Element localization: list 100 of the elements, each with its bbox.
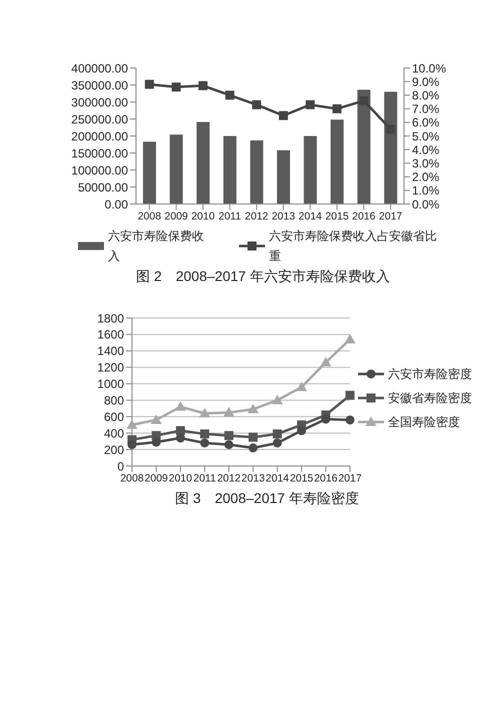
bar: [170, 134, 183, 204]
legend-label: 六安市寿险密度: [388, 366, 472, 383]
point: [225, 90, 234, 100]
point: [306, 100, 315, 110]
y-tick-label: 1200: [97, 360, 124, 375]
y-tick-label: 0.00: [104, 197, 128, 212]
legend-label: 六安市寿险保费收入: [108, 228, 205, 265]
point: [223, 407, 234, 417]
point: [126, 419, 138, 429]
point: [248, 432, 258, 442]
y2-tick-label: 1.0%: [412, 184, 440, 198]
text: 图 3 2008–2017 年寿险密度: [174, 490, 360, 508]
x-tick-label: 2017: [378, 210, 402, 222]
y2-tick-label: 0.0%: [412, 197, 440, 212]
point: [176, 434, 185, 443]
y-tick-label: 1600: [97, 328, 124, 342]
point: [176, 426, 185, 436]
point: [321, 414, 330, 424]
x-tick-label: 2008: [120, 472, 144, 484]
point: [200, 429, 210, 438]
y-tick-label: 1000: [97, 377, 124, 392]
x-tick-label: 2016: [352, 210, 376, 222]
y-tick-label: 250000.00: [71, 112, 128, 126]
x-tick-label: 2017: [338, 472, 362, 484]
x-tick-label: 2014: [266, 472, 290, 484]
x-tick-label: 2013: [272, 210, 296, 222]
point: [248, 404, 259, 414]
y-tick-label: 600: [104, 410, 124, 424]
y2-tick-label: 2.0%: [412, 170, 440, 184]
point: [320, 356, 332, 366]
y-tick-label: 1400: [97, 344, 124, 358]
y2-tick-label: 10.0%: [412, 61, 446, 76]
bar: [196, 122, 210, 204]
point: [272, 429, 282, 438]
point: [272, 394, 283, 404]
y-tick-label: 0: [117, 459, 124, 474]
point: [252, 100, 262, 110]
point: [152, 438, 161, 447]
point: [224, 440, 234, 450]
y-tick-label: 50000.00: [78, 180, 128, 194]
point: [199, 408, 210, 418]
point: [359, 96, 368, 106]
x-tick-label: 2016: [314, 472, 338, 484]
bar: [277, 150, 290, 204]
bar: [384, 92, 398, 204]
x-tick-label: 2011: [218, 210, 242, 222]
bar: [357, 90, 370, 204]
y2-tick-label: 4.0%: [412, 142, 440, 157]
y2-tick-label: 3.0%: [412, 156, 440, 170]
legend-label: 安徽省寿险密度: [388, 390, 472, 407]
y2-tick-label: 6.0%: [412, 116, 440, 130]
point: [128, 440, 136, 450]
x-tick-label: 2010: [168, 472, 192, 484]
point: [297, 426, 306, 436]
y2-tick-label: 7.0%: [412, 102, 440, 116]
y-tick-label: 1800: [97, 311, 124, 326]
point: [224, 431, 234, 440]
y-tick-label: 200000.00: [71, 129, 128, 144]
x-tick-label: 2015: [290, 472, 314, 484]
legend-label: 六安市寿险保费收入占安徽省比重: [269, 228, 438, 265]
y-tick-label: 400: [104, 426, 124, 440]
point: [150, 414, 162, 424]
bar: [223, 136, 236, 204]
y2-tick-label: 9.0%: [412, 74, 440, 89]
y2-tick-label: 5.0%: [412, 129, 440, 144]
point: [248, 443, 258, 452]
y-tick-label: 300000.00: [71, 95, 128, 110]
point: [278, 111, 288, 120]
point: [296, 382, 308, 392]
x-tick-label: 2010: [191, 210, 215, 222]
bar: [304, 136, 317, 204]
y-tick-label: 200: [104, 442, 124, 457]
x-tick-label: 2012: [217, 472, 241, 484]
point: [198, 81, 208, 90]
y-tick-label: 350000.00: [71, 78, 128, 92]
point: [332, 104, 342, 114]
point: [272, 438, 282, 448]
y-tick-label: 100000.00: [71, 163, 128, 178]
bar: [330, 120, 344, 204]
bar: [250, 140, 264, 204]
point: [174, 401, 186, 411]
point: [200, 438, 210, 448]
point: [346, 415, 354, 424]
point: [346, 390, 354, 400]
y-tick-label: 400000.00: [71, 61, 128, 76]
point: [144, 80, 154, 89]
x-tick-label: 2008: [138, 210, 162, 222]
x-tick-label: 2011: [193, 472, 216, 484]
point: [386, 124, 396, 134]
point: [172, 82, 181, 92]
x-tick-label: 2015: [325, 210, 349, 222]
text: 图 2 2008–2017 年六安市寿险保费收入: [135, 268, 391, 286]
y-tick-label: 150000.00: [71, 146, 128, 160]
x-tick-label: 2014: [298, 210, 322, 222]
point: [344, 334, 356, 344]
x-tick-label: 2009: [144, 472, 168, 484]
x-tick-label: 2012: [244, 210, 268, 222]
x-tick-label: 2013: [241, 472, 265, 484]
legend-label: 全国寿险密度: [388, 414, 460, 431]
x-tick-label: 2009: [164, 210, 188, 222]
